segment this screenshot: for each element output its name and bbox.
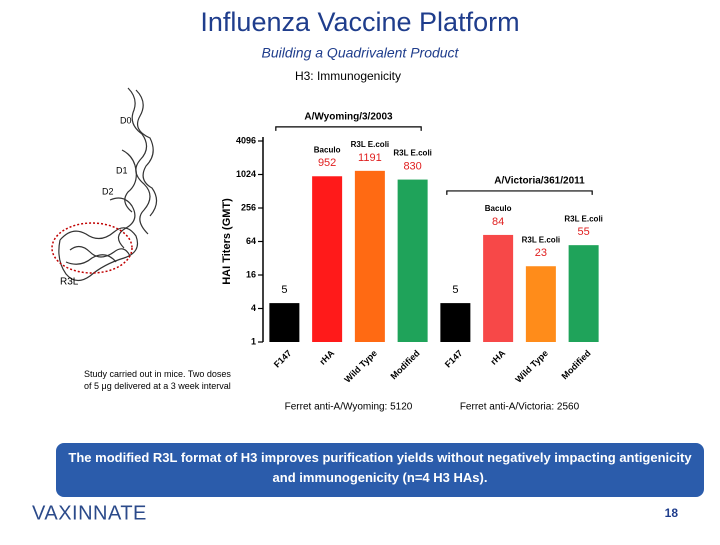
logo: VAXINNATE [32, 502, 147, 524]
x-tick-label: Modified [559, 348, 592, 381]
y-tick-label: 1 [251, 336, 256, 346]
chart-title: H3: Immunogenicity [295, 69, 401, 83]
figure-label: D0 [120, 115, 132, 125]
value-label: 5 [281, 284, 287, 296]
bar [568, 245, 599, 342]
x-tick-label: F147 [272, 348, 294, 370]
x-tick-label: F147 [443, 348, 465, 370]
y-tick-label: 64 [246, 236, 256, 246]
banner-text: The modified R3L format of H3 improves p… [68, 450, 692, 485]
protein-structure [51, 87, 158, 282]
value-label: 84 [492, 216, 504, 228]
value-label: 55 [578, 226, 590, 238]
slide-subtitle: Building a Quadrivalent Product [262, 45, 460, 61]
figure-label: R3L [60, 277, 79, 288]
group-label: A/Victoria/361/2011 [494, 176, 585, 187]
footnote: Ferret anti-A/Victoria: 2560 [460, 402, 580, 413]
bar [440, 303, 471, 342]
value-label: 23 [535, 247, 547, 259]
slide-title: Influenza Vaccine Platform [200, 7, 519, 37]
group-bracket [275, 126, 422, 131]
bar-note: R3L E.coli [564, 214, 603, 223]
bar [312, 176, 343, 342]
bar-note: R3L E.coli [522, 235, 561, 244]
bar [525, 266, 556, 342]
x-tick-label: rHA [317, 348, 336, 367]
value-label: 5 [452, 284, 458, 296]
bar-note: Baculo [314, 145, 341, 154]
group-bracket [446, 190, 593, 195]
value-label: 830 [403, 160, 421, 172]
note-text: Study carried out in mice. Two doses of … [84, 369, 231, 391]
x-tick-label: Modified [388, 348, 421, 381]
bar-note: R3L E.coli [393, 149, 432, 158]
x-tick-label: Wild Type [513, 348, 550, 385]
figure-label: D1 [116, 165, 128, 175]
note: Study carried out in mice. Two doses of … [84, 369, 231, 391]
y-tick-label: 4096 [236, 135, 256, 145]
y-tick-label: 4 [251, 303, 256, 313]
group-label: A/Wyoming/3/2003 [304, 111, 393, 122]
y-tick-label: 256 [241, 202, 256, 212]
y-tick-label: 16 [246, 269, 256, 279]
page-number: 18 [665, 506, 679, 520]
bar-note: R3L E.coli [351, 140, 390, 149]
value-label: 952 [318, 157, 336, 169]
banner [56, 443, 704, 497]
bar [397, 179, 428, 342]
x-tick-label: rHA [488, 348, 507, 367]
y-axis-label: HAI Titers (GMT) [221, 198, 233, 285]
bar [354, 170, 385, 342]
x-tick-label: Wild Type [342, 348, 379, 385]
bar [483, 234, 514, 342]
figure-label: D2 [102, 186, 114, 196]
bar [269, 303, 300, 342]
value-label: 1191 [358, 152, 382, 164]
y-tick-label: 1024 [236, 169, 256, 179]
banner-box: The modified R3L format of H3 improves p… [68, 450, 692, 485]
footnote: Ferret anti-A/Wyoming: 5120 [285, 402, 413, 413]
bar-note: Baculo [485, 204, 512, 213]
